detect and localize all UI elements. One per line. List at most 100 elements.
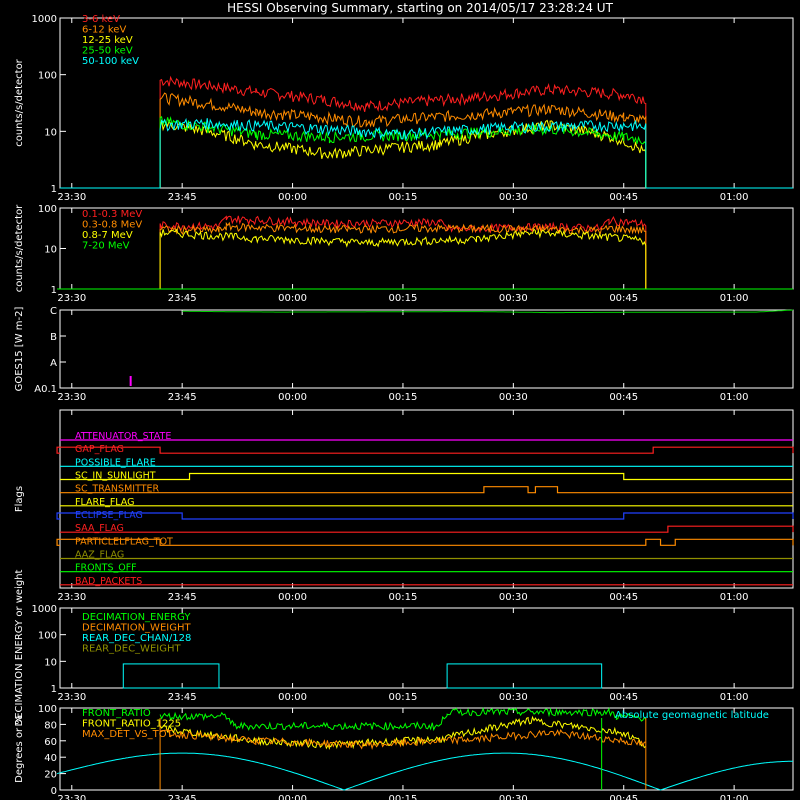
figure-title: HESSI Observing Summary, starting on 201… <box>227 1 613 15</box>
legend-entry: 7-20 MeV <box>82 241 130 252</box>
x-tick-label: 23:30 <box>57 293 86 304</box>
x-tick-label: 00:30 <box>499 692 528 703</box>
x-tick-label: 00:30 <box>499 392 528 403</box>
y-tick-label: 60 <box>44 737 57 748</box>
x-tick-label: 00:15 <box>389 692 418 703</box>
y-axis-label: Degrees or % <box>14 715 25 783</box>
x-tick-label: 00:15 <box>389 592 418 603</box>
legend-entry: DECIMATION_ENERGY <box>82 612 191 623</box>
x-tick-label: 00:00 <box>278 293 307 304</box>
y-tick-label: 1 <box>51 184 57 195</box>
flag-trace <box>60 472 793 481</box>
legend-entry: 50-100 keV <box>82 56 139 67</box>
y-tick-label: 40 <box>44 753 57 764</box>
rear-dec-box <box>446 663 603 689</box>
y-axis-label: DECIMATION ENERGY or weight <box>14 569 25 726</box>
y-tick-label: 100 <box>38 71 57 82</box>
x-tick-label: 00:30 <box>499 293 528 304</box>
y-tick-label: A0.1 <box>34 384 57 395</box>
panel-frame <box>59 607 794 689</box>
x-tick-label: 23:30 <box>57 392 86 403</box>
y-tick-label: 1000 <box>32 14 57 25</box>
x-tick-label: 01:00 <box>720 794 749 800</box>
y-tick-label: 100 <box>38 204 57 215</box>
flag-trace <box>60 486 793 494</box>
flag-label: SAA_FLAG <box>75 523 124 534</box>
x-tick-label: 23:45 <box>168 794 197 800</box>
legend-entry: 6-12 keV <box>82 25 126 36</box>
x-tick-label: 00:15 <box>389 293 418 304</box>
legend-entry: FRONT_RATIO_1225 <box>82 719 181 730</box>
legend-entry: 25-50 keV <box>82 46 133 57</box>
legend-entry: FRONT_RATIO <box>82 708 151 719</box>
x-tick-label: 23:30 <box>57 794 86 800</box>
x-tick-label: 01:00 <box>720 293 749 304</box>
x-tick-label: 01:00 <box>720 692 749 703</box>
x-tick-label: 23:45 <box>168 692 197 703</box>
panel-0: 23:30 23:45 00:00 00:15 00:30 00:45 01:00 count… <box>14 14 794 203</box>
legend-entry: 0.1-0.3 MeV <box>82 209 142 220</box>
series-line <box>182 309 794 314</box>
x-tick-label: 23:30 <box>57 592 86 603</box>
x-tick-label: 00:45 <box>609 592 638 603</box>
y-axis-label: Flags <box>14 486 25 512</box>
panel-frame <box>59 309 794 389</box>
x-tick-label: 00:00 <box>278 192 307 203</box>
y-tick-label: 1 <box>51 684 57 695</box>
x-tick-label: 23:45 <box>168 592 197 603</box>
y-tick-label: 1 <box>51 285 57 296</box>
flag-trace <box>60 525 794 533</box>
y-tick-label: 10 <box>44 127 57 138</box>
series-line <box>159 728 646 751</box>
x-tick-label: 00:30 <box>499 592 528 603</box>
y-tick-label: B <box>50 332 57 343</box>
flag-label: SC_TRANSMITTER <box>75 484 160 495</box>
legend-entry: DECIMATION_WEIGHT <box>82 623 191 634</box>
panel-4: 23:30 23:45 00:00 00:15 00:30 00:45 01:00 DECIM… <box>14 569 794 726</box>
x-tick-label: 01:00 <box>720 392 749 403</box>
panel-2: 23:30 23:45 00:00 00:15 00:30 00:45 01:00 GOES1… <box>14 306 794 403</box>
x-tick-label: 00:45 <box>609 692 638 703</box>
panel-frame <box>59 17 794 189</box>
x-tick-label: 00:15 <box>389 794 418 800</box>
x-tick-label: 23:45 <box>168 192 197 203</box>
series-line <box>159 715 647 750</box>
y-axis-label: counts/s/detector <box>14 204 25 292</box>
legend-entry: 3-6 keV <box>82 14 120 25</box>
y-tick-label: A <box>50 358 57 369</box>
x-tick-label: 23:45 <box>168 293 197 304</box>
x-tick-label: 00:00 <box>278 692 307 703</box>
flag-label: AAZ_FLAG <box>75 550 124 561</box>
x-tick-label: 23:45 <box>168 392 197 403</box>
y-tick-label: 100 <box>38 704 57 715</box>
flag-label: FRONTS_OFF <box>75 563 137 574</box>
series-line <box>159 75 647 189</box>
flag-label: BAD_PACKETS <box>75 576 142 587</box>
series-line <box>56 752 793 791</box>
panel-frame <box>59 707 794 791</box>
x-tick-label: 00:30 <box>499 794 528 800</box>
series-line <box>159 215 647 290</box>
x-tick-label: 00:45 <box>609 192 638 203</box>
rear-dec-box <box>122 663 220 689</box>
flag-trace <box>56 512 794 520</box>
panel-1: 23:30 23:45 00:00 00:15 00:30 00:45 01:00 count… <box>14 204 794 304</box>
flag-label: POSSIBLE_FLARE <box>75 457 156 468</box>
legend-entry: 12-25 keV <box>82 35 133 46</box>
y-tick-label: 20 <box>44 770 57 781</box>
x-tick-label: 00:30 <box>499 192 528 203</box>
flag-label: PARTICLELFLAG_TOT <box>75 536 173 547</box>
panel-5: 23:30 23:45 00:00 00:15 00:30 00:45 01:00 Degre… <box>14 704 794 800</box>
flag-trace <box>56 538 794 546</box>
y-tick-label: 1000 <box>32 604 57 615</box>
flag-label: ECLIPSE_FLAG <box>75 510 143 521</box>
x-tick-label: 00:45 <box>609 794 638 800</box>
flag-label: SC_IN_SUNLIGHT <box>75 471 156 482</box>
x-tick-label: 23:30 <box>57 692 86 703</box>
panel-frame <box>59 409 794 589</box>
x-tick-label: 01:00 <box>720 192 749 203</box>
legend-entry: REAR_DEC_CHAN/128 <box>82 633 191 644</box>
flag-trace <box>56 446 794 454</box>
series-line <box>159 92 647 189</box>
y-axis-label: counts/s/detector <box>14 58 25 146</box>
